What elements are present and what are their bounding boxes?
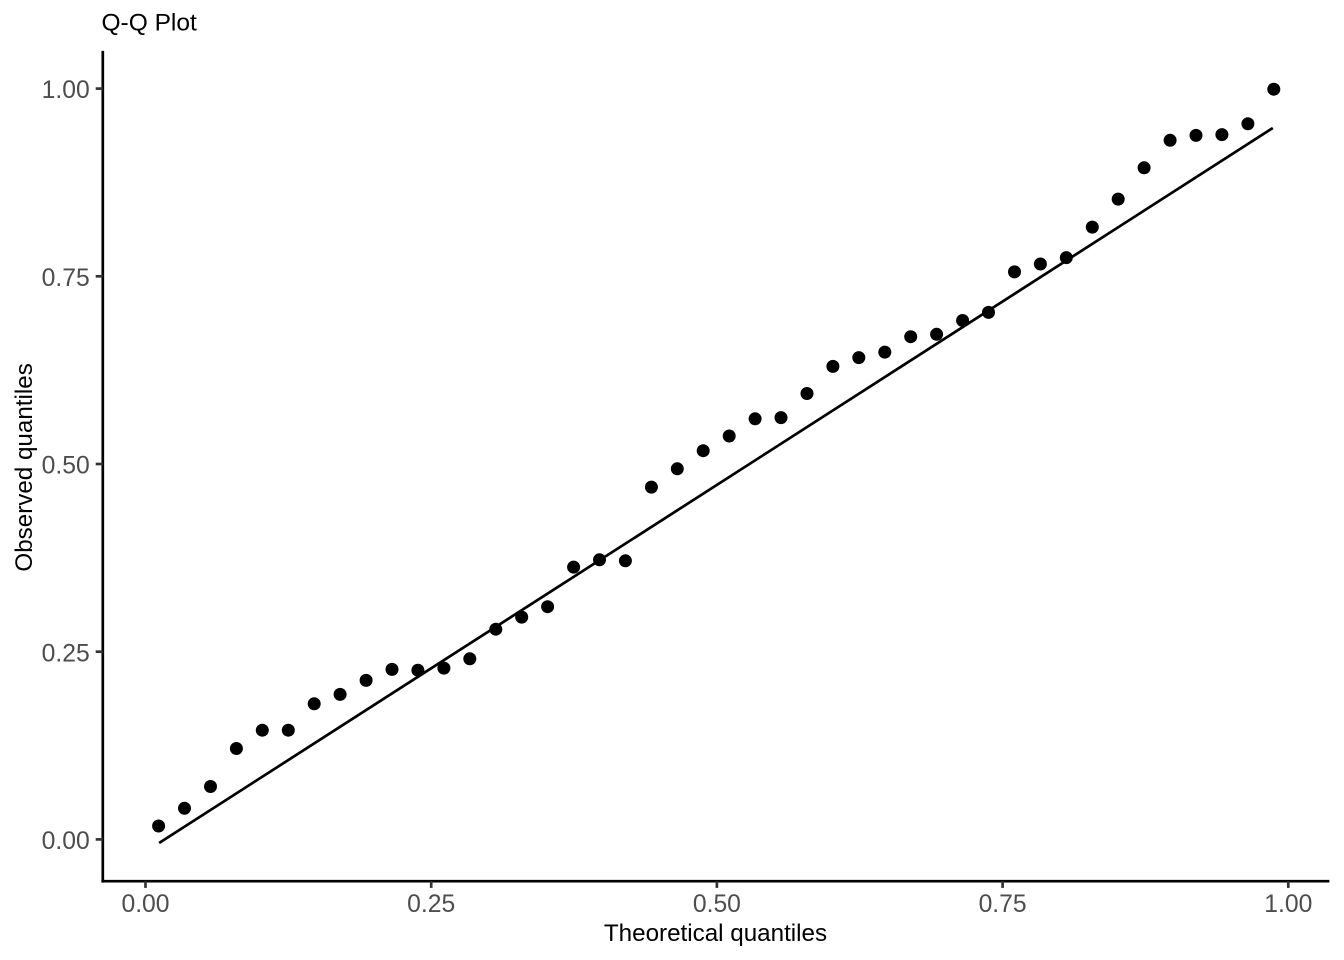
svg-text:0.75: 0.75 — [42, 265, 90, 292]
svg-text:0.00: 0.00 — [42, 828, 90, 855]
svg-text:Theoretical quantiles: Theoretical quantiles — [604, 920, 827, 947]
svg-text:Observed quantiles: Observed quantiles — [11, 363, 38, 571]
svg-text:1.00: 1.00 — [1264, 891, 1312, 918]
svg-text:0.00: 0.00 — [121, 891, 169, 918]
svg-text:0.25: 0.25 — [42, 640, 90, 667]
svg-text:0.25: 0.25 — [407, 891, 455, 918]
svg-text:Q-Q Plot: Q-Q Plot — [102, 10, 197, 37]
svg-text:1.00: 1.00 — [42, 77, 90, 104]
svg-text:0.75: 0.75 — [979, 891, 1027, 918]
svg-text:0.50: 0.50 — [42, 453, 90, 480]
svg-text:0.50: 0.50 — [693, 891, 741, 918]
